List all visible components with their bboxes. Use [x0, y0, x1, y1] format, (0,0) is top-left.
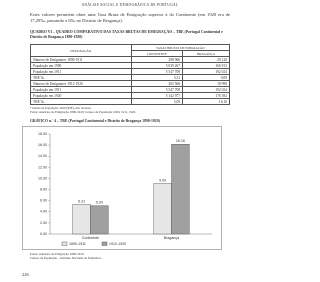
cell-number: 5,09	[130, 98, 184, 105]
table-row: Número de Emigrantes 1912-1920 265 566 18 …	[30, 80, 230, 87]
page-number: 226	[22, 272, 29, 277]
y-tick-label: 8.00	[40, 188, 47, 192]
paragraph: Estes valores permitem obter uma Taxa Br…	[30, 12, 230, 23]
chart-notes: Fonte: Anuários de Emigração 1890-1920. …	[30, 252, 230, 260]
bar	[153, 183, 172, 235]
y-tick-label: 14.00	[38, 154, 47, 158]
y-tick-label: 16.00	[38, 143, 47, 147]
y-tick-label: 10.00	[38, 176, 47, 180]
table-row: TBE ‰ 5,09 16,16	[30, 98, 230, 105]
table-caption: QUADRO VI – QUADRO COMPARATIVO DAS TAXAS…	[30, 30, 223, 39]
note: * Dados de População 1920 (INE), não rev…	[30, 106, 92, 110]
note: Censos da População – Instituto Nacional…	[30, 256, 102, 261]
bar	[72, 204, 91, 235]
y-tick-label: 18.00	[38, 132, 47, 136]
chart-title: GRÁFICO n.º 4 – TBE (Portugal Continenta…	[30, 119, 160, 123]
page: ANÁLISE SOCIAL E DEMOGRÁFICA DE PORTUGAL…	[22, 3, 231, 277]
note: Fonte: Anuários de Emigração 1890-1920.	[30, 252, 85, 256]
chart-frame	[22, 126, 222, 250]
column-header: DESIGNAÇÃO	[30, 44, 132, 57]
y-tick-label: 6.00	[40, 199, 47, 203]
x-tick-label: Bragança	[164, 236, 179, 240]
data-label: 16.16	[176, 139, 185, 143]
cell-number: 16,16	[182, 98, 230, 105]
running-title: ANÁLISE SOCIAL E DEMOGRÁFICA DE PORTUGAL	[81, 3, 179, 7]
bar	[90, 205, 109, 235]
y-tick-label: 12.00	[38, 165, 47, 169]
cell-label: TBE ‰	[30, 98, 132, 105]
x-tick-label: Continente	[82, 236, 99, 240]
legend-swatch	[101, 241, 108, 246]
y-tick-label: 2.00	[40, 221, 47, 225]
y-tick-label: 0.00	[40, 232, 47, 236]
y-tick-label: 4.00	[40, 210, 47, 214]
chart: 0.00 2.00 4.00 6.00 8.00 10.00 12.00 14.00 16.00…	[22, 126, 222, 250]
data-label: 5.31	[78, 199, 85, 203]
bar	[171, 144, 190, 235]
table-notes: * Dados de População 1920 (INE), não rev…	[30, 106, 230, 114]
legend-label: 1912-1920	[109, 242, 126, 246]
data-table: DESIGNAÇÃO TAXAS BRUTAS DE EMIGRAÇÃO CON…	[30, 44, 231, 105]
data-label: 9.09	[159, 178, 166, 182]
data-label: 5.09	[96, 201, 103, 205]
legend-swatch	[61, 241, 68, 246]
legend-label: 1890-1911	[69, 242, 86, 246]
note: Fonte: Anuários de Emigração 1890-1920; …	[30, 110, 137, 115]
